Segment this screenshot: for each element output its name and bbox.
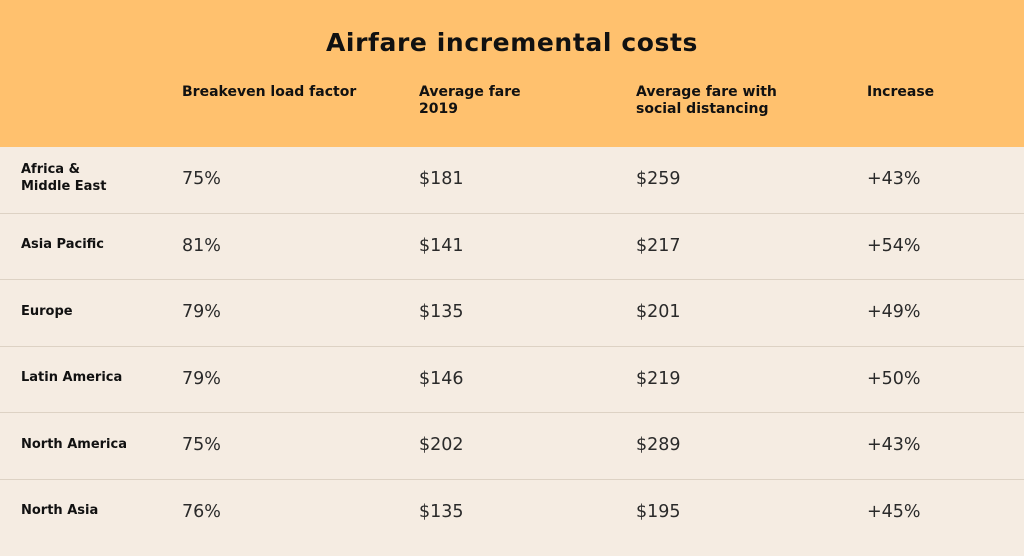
- cell-fare-distancing: $195: [636, 501, 681, 522]
- column-header-increase: Increase: [867, 84, 935, 100]
- cell-increase: +43%: [867, 169, 921, 190]
- cell-fare-2019: $202: [419, 435, 464, 456]
- cell-fare-distancing: $259: [636, 169, 681, 190]
- cell-increase: +54%: [867, 235, 921, 256]
- table-row: Latin America 79% $146 $219 +50%: [0, 347, 1024, 413]
- column-header-breakeven: Breakeven load factor: [182, 84, 357, 100]
- cell-breakeven: 81%: [182, 235, 221, 256]
- cell-fare-2019: $141: [419, 235, 464, 256]
- table-row: North Asia 76% $135 $195 +45%: [0, 480, 1024, 547]
- cell-breakeven: 75%: [182, 169, 221, 190]
- cell-fare-2019: $135: [419, 501, 464, 522]
- cell-breakeven: 79%: [182, 368, 221, 389]
- chart-title: Airfare incremental costs: [325, 28, 699, 57]
- cell-increase: +43%: [867, 435, 921, 456]
- row-divider: [0, 212, 1024, 214]
- cell-increase: +50%: [867, 368, 921, 389]
- cell-breakeven: 75%: [182, 435, 221, 456]
- cell-fare-distancing: $289: [636, 435, 681, 456]
- column-header-fare-2019: Average fare 2019: [419, 84, 521, 117]
- cell-region: North America: [21, 436, 127, 452]
- cell-region: Europe: [21, 303, 73, 319]
- column-header-fare-distancing: Average fare with social distancing: [636, 84, 777, 117]
- row-divider: [0, 279, 1024, 280]
- row-divider: [0, 345, 1024, 347]
- cell-fare-2019: $146: [419, 368, 464, 389]
- table-row: North America 75% $202 $289 +43%: [0, 413, 1024, 480]
- cell-region: Asia Pacific: [21, 237, 105, 253]
- cell-increase: +49%: [867, 302, 921, 323]
- row-divider: [0, 412, 1024, 413]
- cell-fare-distancing: $217: [636, 235, 681, 256]
- cell-increase: +45%: [867, 501, 921, 522]
- cell-breakeven: 76%: [182, 501, 221, 522]
- cell-fare-2019: $181: [419, 169, 464, 190]
- cell-fare-distancing: $201: [636, 302, 681, 323]
- cell-region: North Asia: [21, 503, 99, 519]
- table-row: Europe 79% $135 $201 +49%: [0, 280, 1024, 347]
- cell-fare-2019: $135: [419, 302, 464, 323]
- cell-region: Latin America: [21, 370, 123, 386]
- table-row: Africa & Middle East 75% $181 $259 +43%: [0, 147, 1024, 214]
- cell-region: Africa & Middle East: [21, 162, 107, 195]
- table-row: Asia Pacific 81% $141 $217 +54%: [0, 214, 1024, 280]
- row-divider: [0, 478, 1024, 480]
- cell-fare-distancing: $219: [636, 368, 681, 389]
- cell-breakeven: 79%: [182, 302, 221, 323]
- table-header: Airfare incremental costs Breakeven load…: [0, 0, 1024, 147]
